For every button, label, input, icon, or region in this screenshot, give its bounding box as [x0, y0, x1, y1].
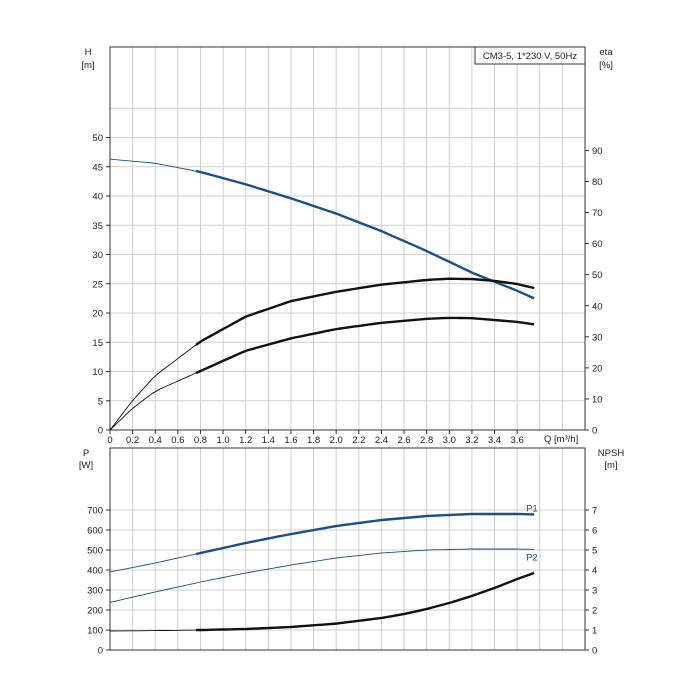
- upper-x-tick-label: 1.6: [284, 435, 297, 446]
- upper-y-left-tick-label: 5: [98, 396, 103, 407]
- upper-y-left-tick-label: 10: [92, 367, 103, 378]
- upper-y-right-label: eta: [599, 47, 613, 58]
- upper-y-ticks-left: 0 5 10 15 20 25 30 35 40 45 50: [92, 133, 110, 437]
- lower-y-left-tick-label: 100: [87, 626, 103, 637]
- upper-x-tick-label: 3.2: [465, 435, 478, 446]
- lower-y-right-tick-label: 4: [592, 566, 597, 577]
- upper-x-tick-label: 2.6: [397, 435, 410, 446]
- upper-y-left-tick-label: 25: [92, 279, 103, 290]
- upper-x-tick-label: 0.4: [149, 435, 162, 446]
- upper-y-left-tick-label: 45: [92, 162, 103, 173]
- upper-x-tick-label: 1.2: [239, 435, 252, 446]
- lower-y-left-unit: [W]: [79, 460, 93, 471]
- upper-y-right-tick-label: 20: [592, 363, 603, 374]
- lower-y-ticks-right: 0 1 2 3 4 5 6 7: [585, 506, 597, 657]
- upper-series-3-line: [109, 317, 535, 431]
- upper-x-tick-label: 1.8: [307, 435, 320, 446]
- upper-x-tick-label: 0.8: [194, 435, 207, 446]
- upper-series: [109, 158, 535, 431]
- lower-y-left-label: P: [83, 448, 89, 459]
- upper-x-tick-label: 1.4: [262, 435, 275, 446]
- lower-y-right-tick-label: 7: [592, 506, 597, 517]
- lower-plot-frame: [109, 447, 586, 651]
- lower-y-left-tick-label: 600: [87, 526, 103, 537]
- upper-series-1-operating-range: [195, 169, 535, 300]
- upper-x-tick-label: 1.0: [216, 435, 229, 446]
- upper-x-tick-label: 2.0: [330, 435, 343, 446]
- lower-series-1-operating-range: [195, 512, 535, 556]
- upper-x-tick-label: 3.0: [443, 435, 456, 446]
- lower-series-3-line: [109, 572, 535, 632]
- upper-y-right-tick-label: 40: [592, 301, 603, 312]
- upper-y-right-tick-label: 10: [592, 394, 603, 405]
- upper-y-left-tick-label: 35: [92, 221, 103, 232]
- upper-y-left-tick-label: 40: [92, 192, 103, 203]
- upper-x-tick-label: 0: [107, 435, 112, 446]
- chart-title-box: [474, 46, 586, 65]
- upper-y-left-label: H: [85, 47, 92, 58]
- lower-y-right-label: NPSH: [598, 448, 625, 459]
- upper-x-tick-label: 2.2: [352, 435, 365, 446]
- lower-grid: [110, 448, 585, 650]
- lower-series-2-line: [109, 548, 535, 603]
- upper-y-left-tick-label: 20: [92, 309, 103, 320]
- upper-y-right-tick-label: 60: [592, 239, 603, 250]
- upper-y-right-unit: [%]: [599, 60, 613, 71]
- upper-series-3-operating-range: [195, 316, 535, 375]
- lower-y-right-tick-label: 6: [592, 526, 597, 537]
- lower-y-left-tick-label: 300: [87, 586, 103, 597]
- upper-y-left-unit: [m]: [81, 60, 94, 71]
- upper-y-left-tick-label: 30: [92, 250, 103, 261]
- lower-y-right-tick-label: 2: [592, 606, 597, 617]
- lower-y-left-tick-label: 200: [87, 606, 103, 617]
- upper-grid: [110, 47, 585, 430]
- upper-plot-frame: [109, 46, 586, 431]
- upper-y-right-tick-label: 30: [592, 332, 603, 343]
- upper-x-tick-label: 0.2: [126, 435, 139, 446]
- upper-y-right-tick-label: 90: [592, 146, 603, 157]
- upper-x-tick-label: 2.8: [420, 435, 433, 446]
- upper-y-right-tick-label: 0: [592, 426, 597, 437]
- lower-y-right-unit: [m]: [604, 460, 617, 471]
- lower-y-ticks-left: 0 100 200 300 400 500 600 700: [87, 506, 110, 657]
- upper-series-1-line: [109, 158, 535, 299]
- upper-series-2-line: [109, 278, 535, 431]
- upper-panel: 0 0.2 0.4 0.6 0.8 1.0 1.2 1.4 1.6 1.8 2.0 2.2 2.4 2.6…: [81, 46, 613, 446]
- series-label-p2: P2: [526, 552, 538, 563]
- upper-x-axis-label: Q [m³/h]: [544, 434, 578, 445]
- upper-x-tick-label: 2.4: [375, 435, 388, 446]
- lower-series-1-line: [109, 513, 535, 573]
- lower-y-left-tick-label: 400: [87, 566, 103, 577]
- chart-title: CM3-5, 1*230 V, 50Hz: [483, 51, 577, 62]
- lower-y-left-tick-label: 500: [87, 546, 103, 557]
- upper-y-ticks-right: 0 10 20 30 40 50 60 70 80 90: [585, 146, 603, 437]
- upper-y-right-tick-label: 50: [592, 270, 603, 281]
- upper-y-left-tick-label: 15: [92, 338, 103, 349]
- lower-y-right-tick-label: 5: [592, 546, 597, 557]
- lower-series-3-operating-range: [195, 571, 535, 632]
- upper-x-tick-label: 3.4: [488, 435, 501, 446]
- lower-y-left-tick-label: 0: [98, 646, 103, 657]
- lower-panel: 0 100 200 300 400 500 600 700 0 1 2 3 4 5 6 7 P [W] NP…: [79, 447, 625, 657]
- upper-y-right-tick-label: 70: [592, 208, 603, 219]
- upper-series-2-operating-range: [195, 277, 535, 346]
- upper-x-tick-label: 3.6: [511, 435, 524, 446]
- lower-y-right-tick-label: 0: [592, 646, 597, 657]
- upper-y-right-tick-label: 80: [592, 177, 603, 188]
- upper-y-left-tick-label: 50: [92, 133, 103, 144]
- lower-series: [109, 512, 535, 632]
- upper-x-ticks: 0 0.2 0.4 0.6 0.8 1.0 1.2 1.4 1.6 1.8 2.0 2.2 2.4 2.6…: [107, 430, 524, 446]
- lower-y-right-tick-label: 3: [592, 586, 597, 597]
- upper-y-left-tick-label: 0: [98, 426, 103, 437]
- upper-x-tick-label: 0.6: [171, 435, 184, 446]
- series-label-p1: P1: [526, 503, 538, 514]
- lower-y-left-tick-label: 700: [87, 506, 103, 517]
- lower-y-right-tick-label: 1: [592, 626, 597, 637]
